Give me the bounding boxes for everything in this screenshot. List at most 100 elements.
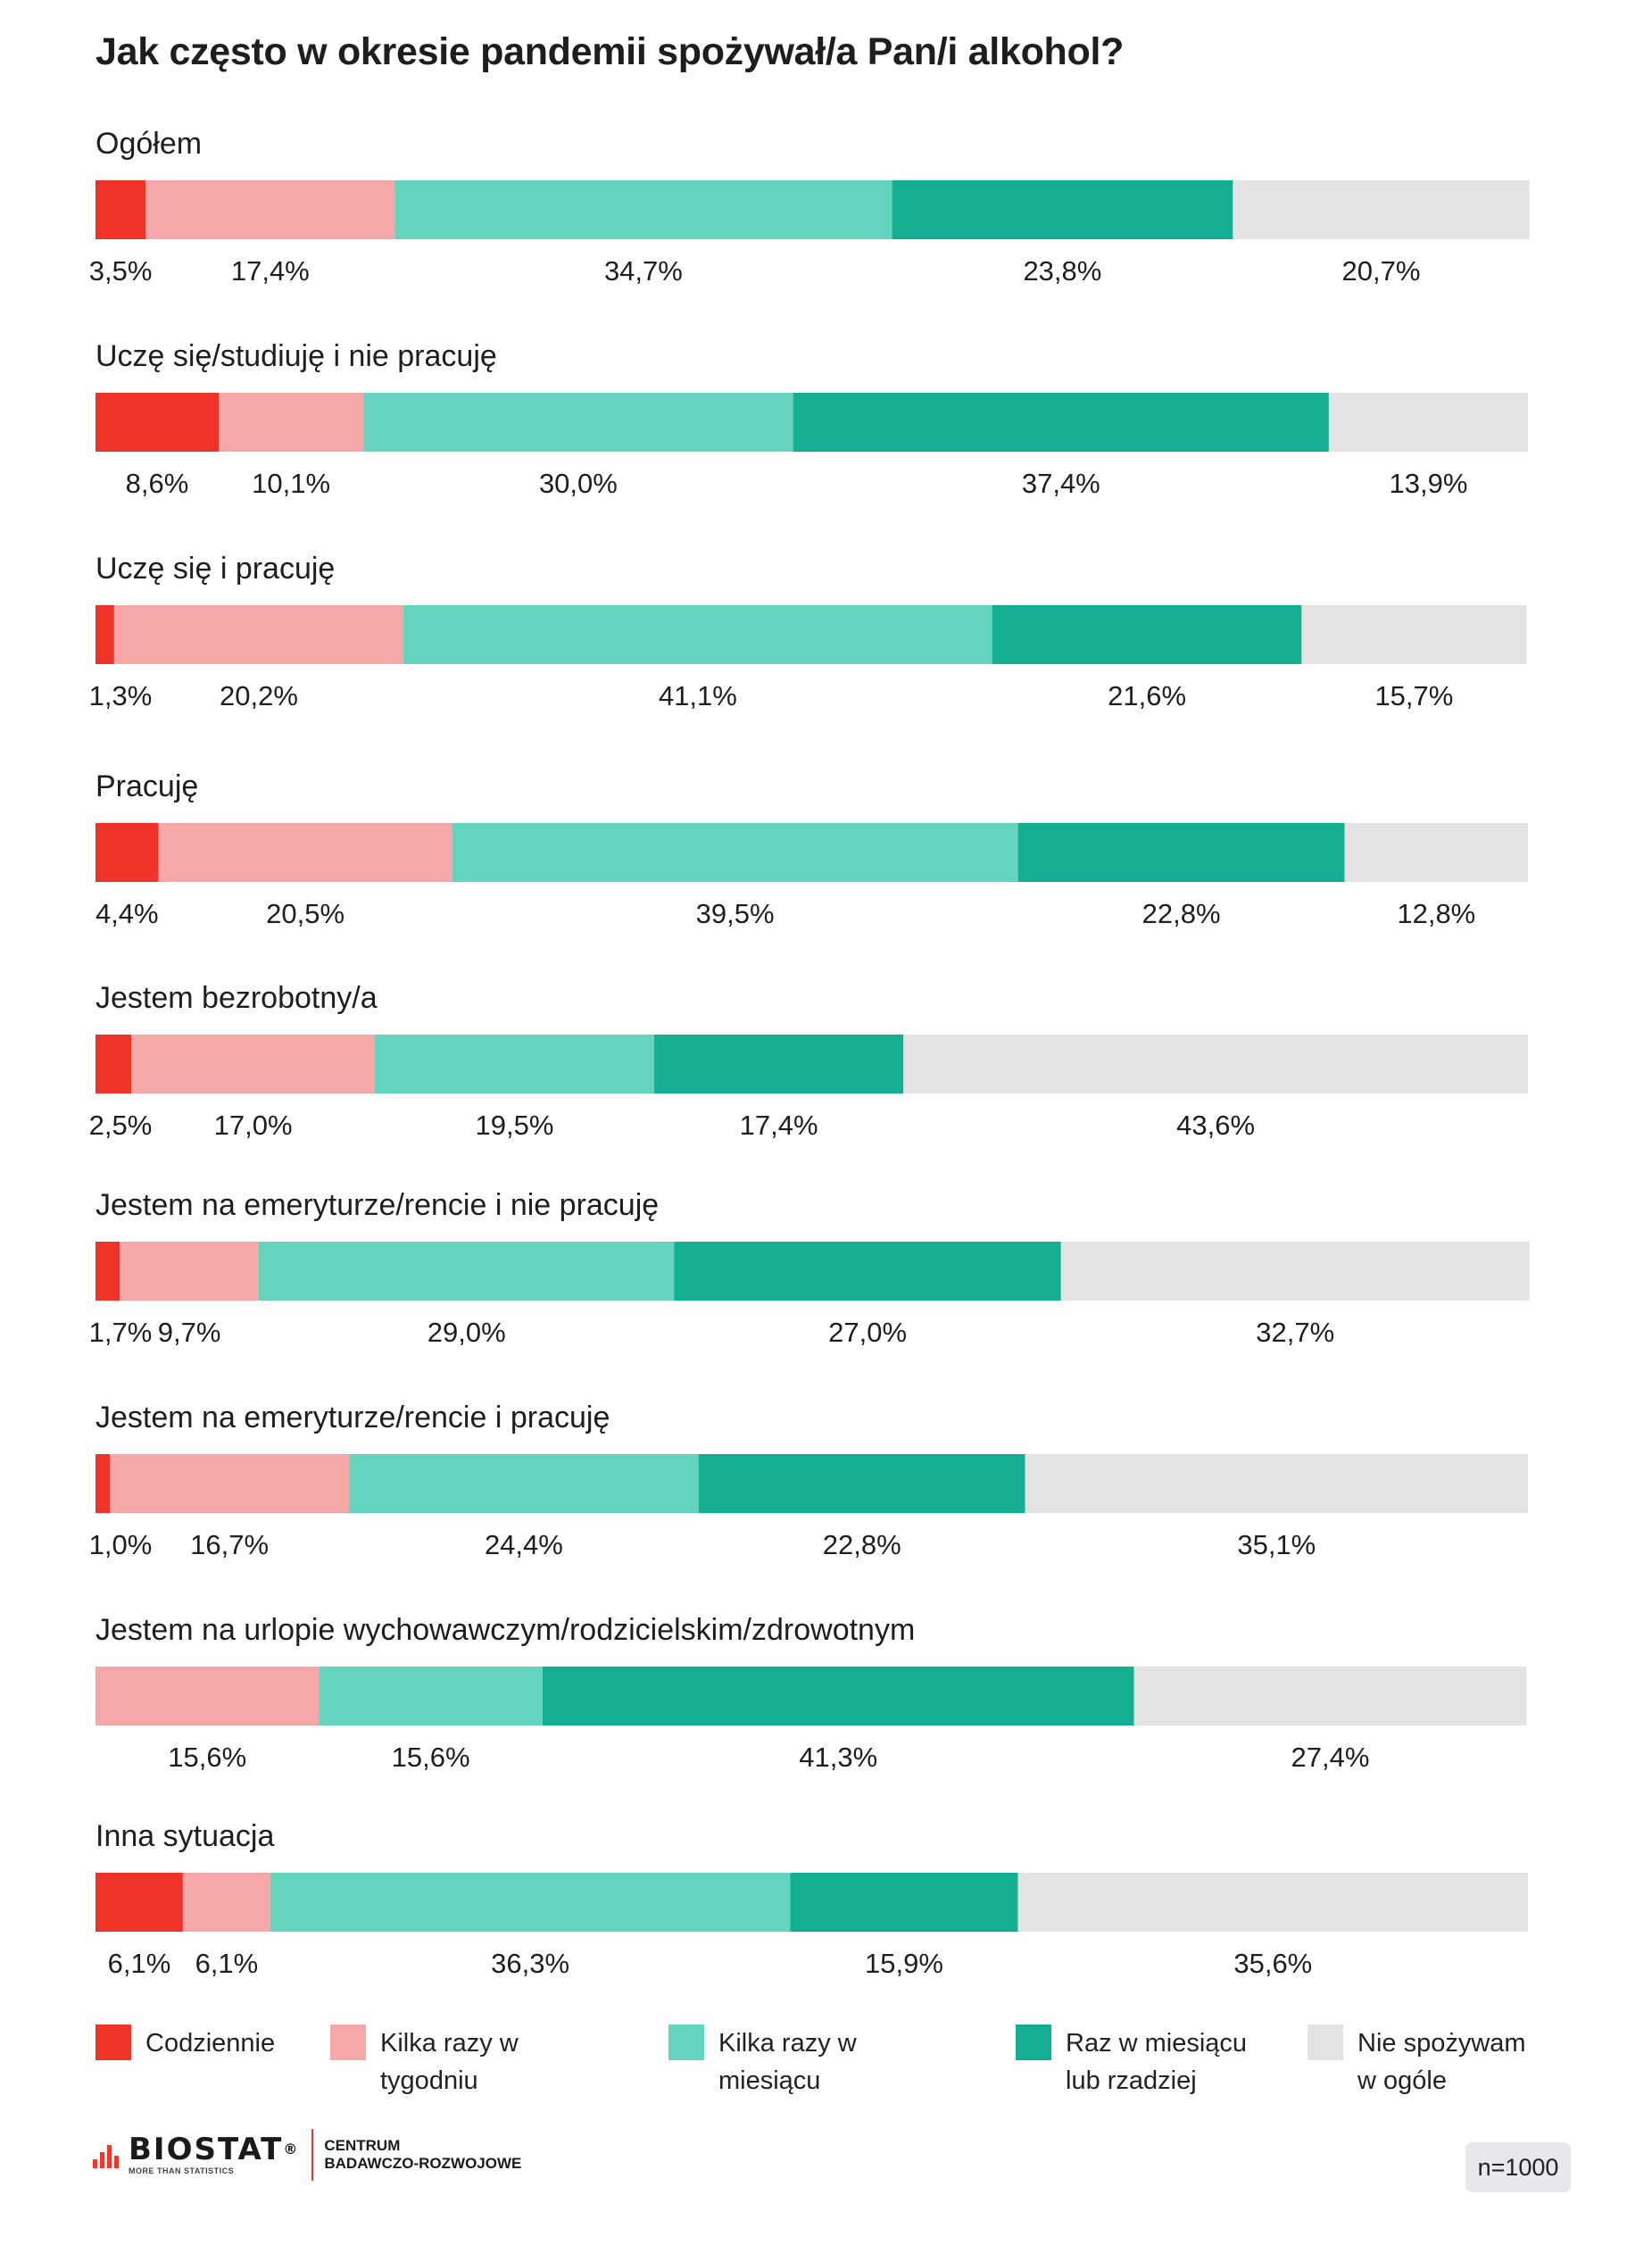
bar-segment [182,1873,270,1932]
bar-segment [349,1454,699,1513]
logo-tagline: MORE THAN STATISTICS [129,2166,235,2175]
bar-segment [452,823,1018,882]
value-label: 1,7% [89,1317,153,1348]
bar-segment [363,393,793,452]
bar-segment [1017,1873,1528,1932]
legend-label: Kilka razy w miesiącu [718,2029,857,2095]
legend-label: Kilka razy w tygodniu [380,2029,519,2095]
value-label: 20,2% [220,680,298,711]
registered-mark: ® [283,2141,300,2158]
bar-segment [145,180,395,239]
bar-segment [1060,1242,1530,1301]
value-label: 23,8% [1023,255,1101,287]
value-label: 22,8% [823,1529,901,1560]
value-label: 27,4% [1291,1742,1370,1773]
biostat-logo: BIOSTAT® MORE THAN STATISTICS CENTRUM BA… [93,2129,521,2181]
legend-item: Kilka razy w tygodniu [330,2025,585,2099]
sample-size-badge: n=1000 [1465,2142,1571,2192]
bar-segment [319,1667,543,1725]
bar-segment [95,1454,111,1513]
value-label: 34,7% [604,255,683,287]
bar-segment [95,1667,320,1725]
value-label: 24,4% [485,1529,563,1560]
bar-segment [219,393,364,452]
category-label: Jestem na emeryturze/rencie i pracuję [95,1401,610,1434]
bar-segment [674,1242,1061,1301]
value-label: 17,4% [740,1110,818,1141]
value-label: 27,0% [828,1317,907,1348]
legend-label: Raz w miesiącu lub rzadziej [1066,2029,1248,2095]
value-label: 6,1% [195,1948,259,1979]
value-label: 36,3% [491,1948,569,1979]
bar-segment [95,1242,120,1301]
category-label: Pracuję [95,769,198,803]
value-label: 15,9% [865,1948,943,1979]
value-label: 17,4% [231,255,310,287]
bar-segment [95,180,146,239]
bar-segment [394,180,892,239]
value-label: 21,6% [1108,680,1186,711]
bar-segment [113,605,404,664]
value-label: 43,6% [1176,1110,1255,1141]
bar-segment [1025,1454,1528,1513]
legend: Codziennie Kilka razy w tygodniu Kilka raz… [95,2025,1613,2123]
category-label: Uczę się/studiuję i nie pracuję [95,339,497,373]
category-label: Ogółem [95,127,202,161]
value-label: 30,0% [539,468,618,499]
value-label: 16,7% [190,1529,269,1560]
value-label: 20,5% [266,898,345,929]
bar-segment [1301,605,1527,664]
value-label: 19,5% [476,1110,554,1141]
legend-swatch [330,2025,366,2060]
bar-segment [790,1873,1018,1932]
bar-segment [95,1035,132,1093]
logo-name: BIOSTAT [129,2132,284,2167]
value-label: 15,7% [1374,680,1453,711]
legend-swatch [1307,2025,1343,2060]
legend-item: Raz w miesiącu lub rzadziej [1016,2025,1271,2099]
legend-swatch [1016,2025,1051,2060]
bar-segment [375,1035,654,1093]
value-label: 32,7% [1256,1317,1334,1348]
bar-segment [793,393,1329,452]
bar-segment [903,1035,1528,1093]
value-label: 10,1% [252,468,330,499]
chart-title: Jak często w okresie pandemii spożywał/a… [95,30,1125,73]
bar-segment [120,1242,259,1301]
category-label: Uczę się i pracuję [95,552,335,586]
bar-segment [403,605,992,664]
bar-segment [698,1454,1025,1513]
category-label: Jestem bezrobotny/a [95,981,378,1015]
value-label: 20,7% [1342,255,1421,287]
value-label: 15,6% [392,1742,470,1773]
value-label: 6,1% [108,1948,171,1979]
legend-label: Codziennie [145,2029,276,2058]
department-line-1: CENTRUM [324,2137,401,2154]
bar-segment [131,1035,375,1093]
category-label: Jestem na emeryturze/rencie i nie pracuj… [95,1188,659,1222]
value-label: 2,5% [89,1110,153,1141]
bar-segment [95,823,159,882]
logo-divider [311,2129,314,2181]
category-label: Jestem na urlopie wychowawczym/rodziciel… [95,1613,915,1647]
legend-item: Kilka razy w miesiącu [668,2025,924,2099]
value-label: 13,9% [1390,468,1468,499]
bar-segment [270,1873,791,1932]
value-label: 37,4% [1022,468,1100,499]
bar-segment [542,1667,1134,1725]
bar-segment [259,1242,675,1301]
department-line-2: BADAWCZO-ROZWOJOWE [324,2155,522,2172]
category-label: Inna sytuacja [95,1819,274,1853]
bar-segment [110,1454,349,1513]
value-label: 17,0% [214,1110,293,1141]
legend-label: Nie spożywam w ogóle [1357,2029,1526,2095]
value-label: 15,6% [168,1742,246,1773]
bar-segment [1328,393,1528,452]
value-label: 35,6% [1233,1948,1312,1979]
bar-segment [992,605,1302,664]
bar-segment [1233,180,1530,239]
bar-segment [95,1873,183,1932]
stacked-bar-chart: Ogółem 3,5% 17,4% 34,7% 23,8% 20,7% Uczę się/s… [89,127,1530,1979]
value-label: 4,4% [95,898,159,929]
value-label: 12,8% [1397,898,1475,929]
